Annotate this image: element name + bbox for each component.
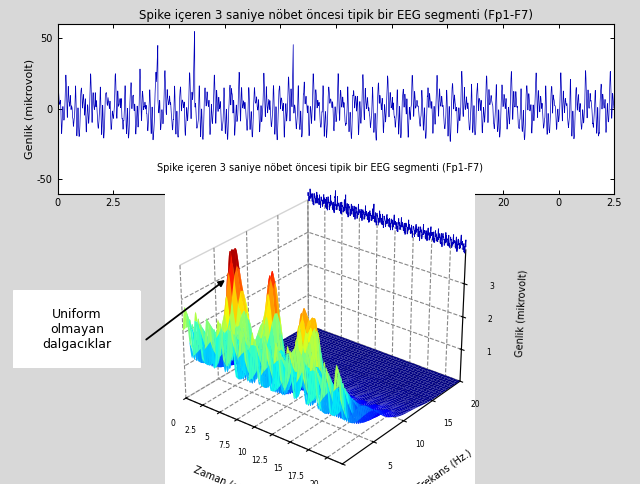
X-axis label: Zaman (saniye): Zaman (saniye) [192, 465, 267, 484]
Y-axis label: Genlik (mikrovolt): Genlik (mikrovolt) [24, 59, 34, 159]
X-axis label: Zaman (saniye): Zaman (saniye) [292, 214, 380, 224]
FancyBboxPatch shape [9, 288, 145, 370]
Title: Spike içeren 3 saniye nöbet öncesi tipik bir EEG segmenti (Fp1-F7): Spike içeren 3 saniye nöbet öncesi tipik… [139, 9, 533, 22]
Text: Uniform
olmayan
dalgacıklar: Uniform olmayan dalgacıklar [42, 308, 111, 350]
Y-axis label: Frekans (Hz.): Frekans (Hz.) [415, 447, 473, 484]
Title: Spike içeren 3 saniye nöbet öncesi tipik bir EEG segmenti (Fp1-F7): Spike içeren 3 saniye nöbet öncesi tipik… [157, 164, 483, 173]
